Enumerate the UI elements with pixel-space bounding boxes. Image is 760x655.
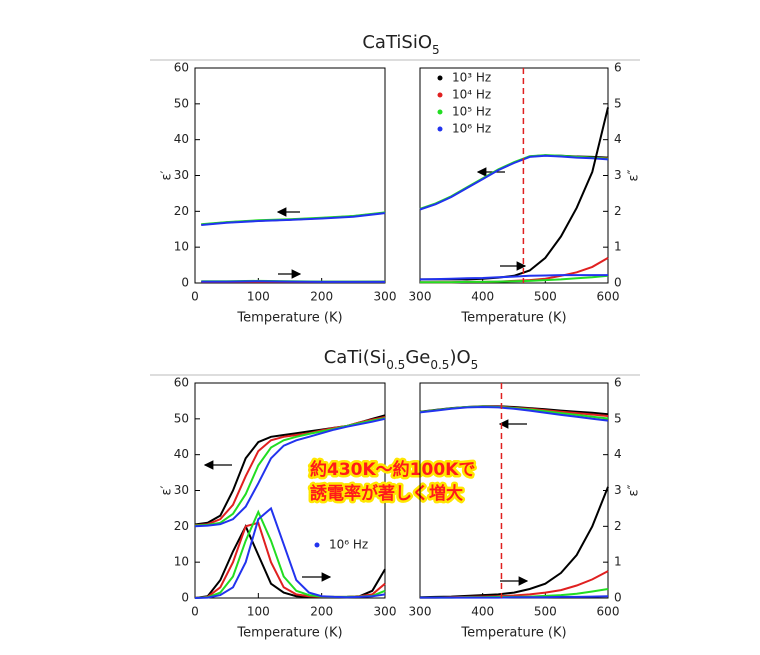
legend-marker <box>314 542 320 548</box>
x-tick-label: 400 <box>471 290 494 304</box>
y-tick-label: 20 <box>174 204 189 218</box>
x-tick-label: 200 <box>310 290 333 304</box>
y-tick-label: 20 <box>174 519 189 533</box>
y-tick-label: 50 <box>174 411 189 425</box>
series-line <box>201 212 386 226</box>
x-tick-label: 200 <box>310 605 333 619</box>
x-axis-label: Temperature (K) <box>236 626 342 641</box>
y2-tick-label: 1 <box>614 240 622 254</box>
legend-label: 10⁶ Hz <box>452 122 491 136</box>
y2-tick-label: 1 <box>614 555 622 569</box>
legend-label: 10³ Hz <box>452 71 491 85</box>
series-line <box>419 405 609 422</box>
x-tick-label: 500 <box>534 290 557 304</box>
series-line <box>420 595 609 599</box>
x-tick-label: 300 <box>409 605 432 619</box>
y-tick-label: 40 <box>174 447 189 461</box>
title-part: 0.5 <box>430 358 449 372</box>
x-tick-label: 0 <box>191 605 199 619</box>
y-tick-label: 60 <box>174 61 189 75</box>
y-tick-label: 10 <box>174 240 189 254</box>
y-tick-label: 10 <box>174 555 189 569</box>
y-axis-label: ε′ <box>160 170 175 180</box>
y2-tick-label: 5 <box>614 411 622 425</box>
series-line <box>419 154 609 211</box>
chart-title: CaTiSiO5 <box>362 32 439 57</box>
x-tick-label: 100 <box>247 605 270 619</box>
x-tick-label: 300 <box>374 290 397 304</box>
y2-tick-label: 3 <box>614 483 622 497</box>
axis-arrows <box>203 167 529 586</box>
series-line <box>194 509 386 599</box>
x-axis-label: Temperature (K) <box>460 311 566 326</box>
series-line <box>194 506 386 599</box>
legend-label: 10⁵ Hz <box>452 105 491 119</box>
x-tick-label: 0 <box>191 290 199 304</box>
legend-marker <box>437 92 443 98</box>
x-tick-label: 600 <box>597 290 620 304</box>
series-line <box>420 274 609 284</box>
y-axis-label: ε′ <box>160 485 175 495</box>
legend-marker <box>437 109 443 115</box>
y2-tick-label: 3 <box>614 168 622 182</box>
title-part: 0.5 <box>386 358 405 372</box>
title-part: )O <box>449 347 470 368</box>
y-tick-label: 30 <box>174 483 189 497</box>
series-line <box>194 417 386 528</box>
y-tick-label: 40 <box>174 132 189 146</box>
x-axis-label: Temperature (K) <box>236 311 342 326</box>
x-tick-label: 100 <box>247 290 270 304</box>
title-part: 5 <box>432 43 440 57</box>
series-line <box>419 274 608 281</box>
y2-axis-label: ε″ <box>627 169 642 181</box>
x-axis-label: Temperature (K) <box>460 626 566 641</box>
x-tick-label: 600 <box>597 605 620 619</box>
plot-frame <box>419 67 609 284</box>
y2-tick-label: 0 <box>614 591 622 605</box>
legend-label: 10⁶ Hz <box>329 538 368 552</box>
y-tick-label: 30 <box>174 168 189 182</box>
y2-tick-label: 0 <box>614 276 622 290</box>
title-part: Ge <box>405 347 430 368</box>
y-tick-label: 50 <box>174 96 189 110</box>
annotation: 誘電率が著しく増大 <box>310 483 463 504</box>
legend-marker <box>437 126 443 132</box>
x-tick-label: 400 <box>471 605 494 619</box>
y2-tick-label: 6 <box>614 61 622 75</box>
x-tick-label: 500 <box>534 605 557 619</box>
plot-frame <box>194 67 386 284</box>
y2-axis-label: ε″ <box>627 484 642 496</box>
y-tick-label: 0 <box>181 276 189 290</box>
x-tick-label: 300 <box>409 290 432 304</box>
chart-title: CaTi(Si0.5Ge0.5)O5 <box>324 347 479 372</box>
title-part: CaTi(Si <box>324 347 387 368</box>
y2-tick-label: 2 <box>614 204 622 218</box>
annotation: 約430K～約100Kで <box>310 459 475 480</box>
y2-tick-label: 2 <box>614 519 622 533</box>
title-part: 5 <box>471 358 479 372</box>
x-tick-label: 300 <box>374 605 397 619</box>
series-line <box>420 107 609 281</box>
y2-tick-label: 4 <box>614 132 622 146</box>
y2-tick-label: 6 <box>614 376 622 390</box>
title-part: CaTiSiO <box>362 32 432 53</box>
legend-marker <box>437 75 443 81</box>
series-line <box>201 280 385 283</box>
y2-tick-label: 4 <box>614 447 622 461</box>
y-tick-label: 0 <box>181 591 189 605</box>
legend-label: 10⁴ Hz <box>452 88 491 102</box>
y2-tick-label: 5 <box>614 96 622 110</box>
y-tick-label: 60 <box>174 376 189 390</box>
